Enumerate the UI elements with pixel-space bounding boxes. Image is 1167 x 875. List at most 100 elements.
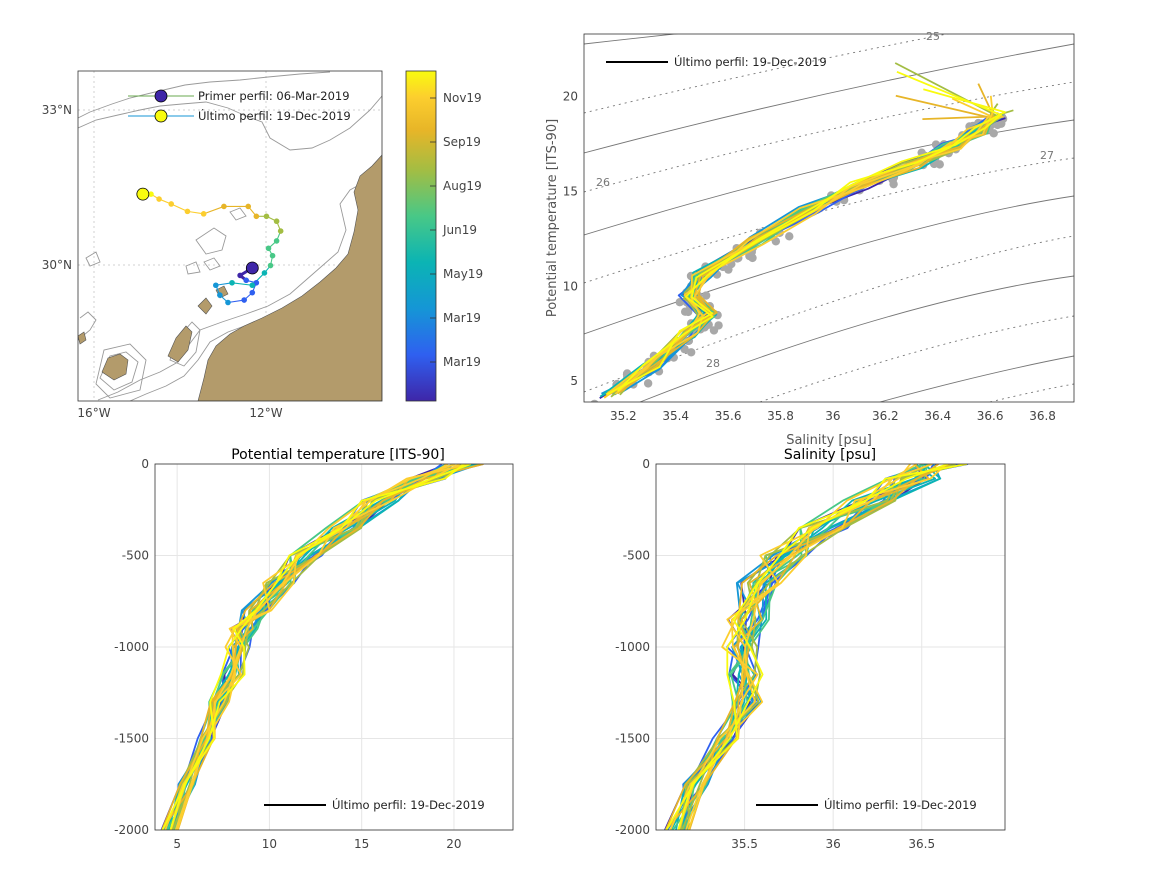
legend-last-marker	[154, 109, 168, 123]
s-axis-ticks: 35.5 36 36.5 0 -500 -1000 -1500 -2000	[615, 457, 935, 851]
ts-profile-lines	[599, 62, 1014, 399]
ts-legend-label: Último perfil: 19-Dec-2019	[674, 54, 827, 69]
trajectory-point	[213, 282, 219, 289]
trajectory-point	[261, 270, 268, 276]
profile-line	[665, 464, 968, 830]
t-title: Potential temperature [ITS-90]	[231, 447, 445, 463]
t-axis-ticks: 5 10 15 20 0 -500 -1000 -1500 -2000	[114, 457, 461, 851]
colorbar: Nov19 Sep19 Aug19 Jun19 May19 Mar19 Mar1…	[405, 70, 483, 402]
profile-line	[161, 464, 447, 830]
profile-line	[169, 464, 472, 830]
t-legend: Último perfil: 19-Dec-2019	[264, 797, 485, 812]
trajectory-point	[229, 279, 235, 286]
y-tick-label: 0	[642, 457, 650, 471]
y-tick-label: -1000	[615, 640, 650, 654]
x-tick-label: 36.6	[977, 409, 1004, 423]
colorbar-label: Aug19	[443, 179, 482, 193]
y-tick-label: -500	[623, 549, 650, 563]
trajectory-point	[245, 203, 252, 210]
density-label: 27	[1040, 149, 1054, 162]
ts-profile-line	[617, 70, 1002, 392]
climatology-point	[643, 379, 653, 388]
s-legend: Último perfil: 19-Dec-2019	[756, 797, 977, 812]
s-profile-lines	[664, 464, 969, 830]
trajectory-point	[249, 289, 256, 296]
ts-diagram: 25 26 27 28 35.2 35.4 35.6 35.8 36 36.2 36.4 36…	[545, 30, 1075, 448]
ts-legend: Último perfil: 19-Dec-2019	[606, 54, 827, 69]
y-tick-label: -2000	[615, 823, 650, 837]
legend-last-label: Último perfil: 19-Dec-2019	[198, 108, 351, 123]
climatology-point	[686, 348, 696, 357]
trajectory-point	[263, 213, 270, 220]
colorbar-label: Mar19	[443, 355, 481, 369]
t-legend-label: Último perfil: 19-Dec-2019	[332, 797, 485, 812]
trajectory-map: 16°W 12°W 33°N 30°N Primer perfil: 06-Ma…	[42, 70, 383, 420]
map-legend: Primer perfil: 06-Mar-2019 Último perfil…	[128, 89, 351, 123]
y-tick-label: -1500	[114, 732, 149, 746]
climatology-point	[675, 297, 684, 307]
trajectory-point	[277, 228, 284, 234]
ts-xlabel: Salinity [psu]	[786, 433, 872, 448]
climatology-point	[714, 321, 723, 330]
s-frame	[655, 463, 1006, 831]
temperature-profile-plot: 5 10 15 20 0 -500 -1000 -1500 -2000 Potential te…	[114, 447, 514, 851]
legend-first-marker	[154, 89, 168, 103]
colorbar-label: May19	[443, 267, 483, 281]
t-frame	[154, 463, 514, 831]
colorbar-label: Nov19	[443, 91, 482, 105]
trajectory-point	[253, 213, 260, 220]
map-lat-tick: 33°N	[42, 103, 72, 117]
profile-line	[688, 464, 940, 830]
density-isopycnals	[584, 34, 1074, 402]
y-tick-label: 20	[563, 90, 578, 104]
map-frame	[77, 70, 383, 402]
trajectory-point	[148, 191, 154, 197]
y-tick-label: -1500	[615, 732, 650, 746]
x-tick-label: 36.8	[1029, 409, 1056, 423]
map-lat-tick: 30°N	[42, 258, 72, 272]
density-label: 28	[706, 357, 720, 370]
trajectory-point	[184, 208, 191, 215]
trajectory-point	[269, 252, 276, 259]
y-tick-label: 5	[570, 374, 578, 388]
trajectory-point	[273, 238, 280, 244]
y-tick-label: -2000	[114, 823, 149, 837]
colorbar-gradient	[405, 70, 437, 402]
trajectory-point	[273, 218, 280, 225]
x-tick-label: 35.6	[715, 409, 742, 423]
trajectory-point	[200, 211, 207, 217]
trajectory-point	[225, 299, 231, 306]
profile-line	[680, 464, 956, 830]
climatology-point	[701, 291, 711, 300]
ts-profile-line	[605, 95, 994, 396]
climatology-point	[993, 120, 1002, 130]
trajectory-segment	[231, 282, 253, 286]
ts-ylabel: Potential temperature [ITS-90]	[545, 119, 560, 317]
profile-line	[164, 464, 469, 830]
trajectory-point	[249, 282, 256, 289]
x-tick-label: 36.2	[872, 409, 899, 423]
trajectory-point	[156, 196, 162, 202]
trajectory-point	[241, 297, 247, 303]
end-marker	[136, 187, 150, 201]
legend-first-label: Primer perfil: 06-Mar-2019	[198, 89, 350, 103]
ts-profile-line	[606, 88, 1006, 396]
t-profile-lines	[160, 464, 484, 830]
x-tick-label: 35.5	[731, 837, 758, 851]
y-tick-label: -1000	[114, 640, 149, 654]
x-tick-label: 36.4	[924, 409, 951, 423]
x-tick-label: 35.8	[767, 409, 794, 423]
y-tick-label: -500	[122, 549, 149, 563]
density-label: 26	[596, 176, 610, 189]
y-tick-label: 0	[141, 457, 149, 471]
salinity-profile-plot: 35.5 36 36.5 0 -500 -1000 -1500 -2000 Salinity …	[615, 447, 1006, 851]
climatology-point	[590, 399, 599, 402]
trajectory-segment	[170, 203, 188, 212]
ts-background	[584, 34, 1074, 402]
trajectory-segment	[203, 205, 225, 215]
ts-frame	[583, 33, 1075, 403]
trajectory-point	[221, 203, 227, 210]
density-label: 25	[926, 30, 940, 43]
profile-line	[678, 464, 948, 830]
